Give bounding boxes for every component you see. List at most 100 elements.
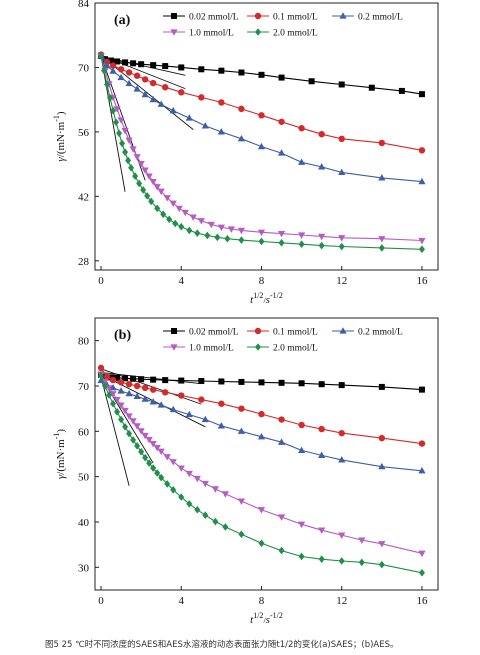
data-point	[238, 105, 245, 113]
panel-label: (b)	[114, 328, 131, 343]
tangent-line	[100, 55, 126, 192]
data-point	[318, 527, 326, 534]
data-point	[125, 137, 133, 144]
data-point	[149, 440, 157, 448]
legend: 0.02 mmol/L 0.1 mmol/L 0.2 mmol/L 1.0 mmol/…	[163, 12, 403, 39]
data-point	[177, 465, 185, 472]
data-point	[258, 379, 265, 386]
data-point	[278, 239, 285, 247]
data-point	[338, 168, 346, 176]
data-point	[141, 432, 149, 440]
data-point	[257, 507, 266, 514]
data-point	[338, 135, 345, 143]
x-tick-label: 0	[98, 275, 104, 287]
data-point	[106, 391, 113, 399]
y-tick-label: 56	[78, 127, 90, 139]
data-point	[153, 184, 161, 191]
data-point	[378, 236, 386, 243]
x-tick-label: 8	[259, 275, 265, 287]
data-point	[116, 129, 123, 138]
data-point	[117, 73, 125, 81]
data-point	[418, 177, 426, 185]
legend-label: 0.2 mmol/L	[358, 13, 403, 23]
data-point	[117, 387, 125, 394]
data-point	[109, 384, 117, 391]
data-point	[368, 84, 375, 91]
data-point	[169, 459, 177, 466]
data-point	[185, 114, 193, 121]
data-point	[194, 229, 201, 237]
data-point	[121, 407, 129, 415]
data-point	[134, 442, 141, 450]
data-point	[130, 375, 137, 382]
data-point	[204, 231, 211, 240]
data-point	[149, 398, 157, 405]
data-point	[146, 459, 153, 467]
data-point	[130, 436, 137, 444]
data-point	[418, 147, 426, 154]
y-tick-label: 30	[78, 562, 90, 574]
data-point	[158, 473, 165, 482]
data-point	[122, 375, 129, 382]
data-point	[103, 61, 111, 69]
data-point	[166, 215, 173, 224]
data-point	[193, 475, 201, 483]
data-point	[157, 448, 165, 456]
data-point	[318, 381, 325, 388]
data-point	[218, 378, 225, 385]
data-point	[378, 244, 385, 252]
data-point	[114, 408, 121, 416]
data-point	[178, 392, 185, 399]
data-point	[126, 429, 133, 438]
data-point	[258, 71, 265, 78]
x-tick-label: 12	[336, 595, 347, 607]
data-point	[217, 128, 225, 135]
data-point	[278, 118, 285, 125]
data-point	[154, 469, 161, 477]
data-point	[418, 91, 425, 98]
data-point	[162, 377, 169, 384]
data-point	[227, 226, 235, 233]
legend-marker	[255, 28, 261, 36]
data-point	[144, 192, 151, 200]
data-point	[98, 372, 105, 380]
data-point	[133, 423, 141, 430]
data-point	[137, 161, 145, 168]
legend-marker	[254, 327, 262, 335]
data-point	[198, 378, 205, 385]
data-point	[145, 173, 153, 180]
x-tick-label: 12	[336, 275, 347, 287]
data-point	[218, 400, 225, 407]
data-point	[113, 106, 121, 113]
legend-marker	[170, 344, 178, 351]
plot-frame	[94, 317, 439, 591]
data-point	[418, 245, 425, 254]
data-point	[130, 60, 137, 67]
data-point	[162, 63, 169, 70]
data-point	[142, 453, 149, 462]
data-point	[97, 364, 105, 372]
data-point	[138, 61, 145, 68]
data-point	[398, 87, 405, 94]
data-point	[150, 464, 157, 472]
data-point	[186, 500, 193, 508]
data-point	[338, 235, 346, 242]
data-point	[117, 402, 125, 409]
legend-marker	[171, 328, 177, 334]
data-point	[101, 66, 108, 75]
data-point	[133, 382, 141, 390]
data-point	[178, 64, 185, 71]
data-point	[277, 514, 286, 521]
data-point	[224, 234, 231, 243]
data-point	[162, 84, 169, 91]
data-point	[149, 179, 157, 186]
data-point	[278, 74, 285, 81]
x-tick-label: 0	[98, 595, 104, 607]
data-point	[149, 386, 157, 393]
data-point	[133, 392, 141, 400]
data-point	[108, 374, 115, 381]
data-point	[338, 557, 345, 565]
data-point	[154, 204, 161, 213]
data-point	[129, 418, 137, 425]
data-point	[149, 79, 157, 87]
